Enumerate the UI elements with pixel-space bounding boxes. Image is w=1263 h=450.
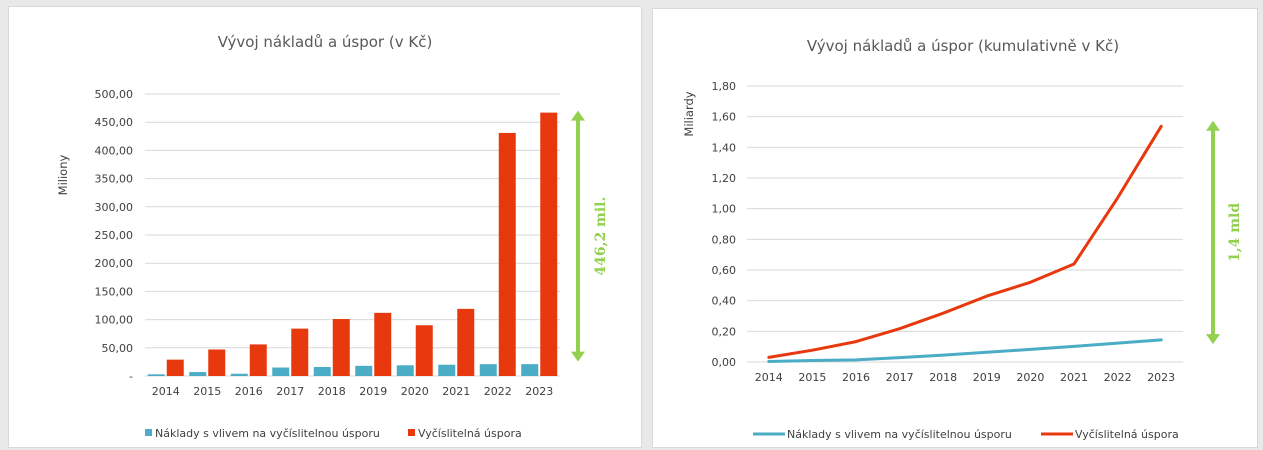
series-line-savings [767,124,1163,359]
bar-costs [355,365,373,376]
legend-label-costs: Náklady s vlivem na vyčíslitelnou úsporu [787,428,1012,441]
bar-costs [396,365,414,376]
x-tick-label: 2016 [235,385,263,398]
arrow-head-up [571,110,585,121]
y-tick-label: 1,20 [712,172,737,185]
range-arrow [1206,120,1220,345]
arrow-head-down [571,351,585,362]
bar-costs [272,367,290,376]
y-tick-label: 500,00 [95,88,134,101]
chart-title: Vývoj nákladů a úspor (v Kč) [218,33,433,51]
bar-savings [208,349,226,376]
x-tick-label: 2020 [1016,371,1044,384]
y-tick-label: 100,00 [95,314,134,327]
legend-label-savings: Vyčíslitelná úspora [418,427,522,440]
x-tick-label: 2016 [842,371,870,384]
bar-chart-panel: Vývoj nákladů a úspor (v Kč) Miliony - 50,0… [8,6,642,448]
x-tick-label: 2020 [401,385,429,398]
x-tick-label: 2018 [929,371,957,384]
x-tick-label: 2014 [152,385,180,398]
y-tick-label: 350,00 [95,173,134,186]
bar-costs [313,366,331,376]
x-tick-label: 2022 [484,385,512,398]
bar-chart: Vývoj nákladů a úspor (v Kč) Miliony - 50,0… [56,33,609,440]
x-tick-label: 2015 [798,371,826,384]
y-tick-label: 300,00 [95,201,134,214]
range-arrow [571,110,585,362]
series-line-costs [767,338,1163,363]
y-tick-label: 0,60 [712,264,737,277]
arrow-head-down [1206,334,1220,345]
legend-label-costs: Náklady s vlivem na vyčíslitelnou úsporu [155,427,380,440]
arrow-head-up [1206,120,1220,131]
y-tick-label: 250,00 [95,229,134,242]
bar-costs [189,372,207,376]
legend-label-savings: Vyčíslitelná úspora [1075,428,1179,441]
x-tick-label: 2017 [276,385,304,398]
bar-savings [415,325,433,376]
y-tick-label: 150,00 [95,285,134,298]
y-tick-label: 0,00 [712,356,737,369]
bar-costs [438,364,456,376]
y-tick-label: 1,40 [712,141,737,154]
line-chart: Vývoj nákladů a úspor (kumulativně v Kč)… [682,37,1243,441]
y-tick-label: 50,00 [102,342,134,355]
bar-savings [291,328,309,376]
chart-title: Vývoj nákladů a úspor (kumulativně v Kč) [807,37,1119,55]
y-tick-label: 0,80 [712,233,737,246]
y-axis-label: Miliardy [682,91,696,136]
bar-savings [374,312,392,376]
y-tick-label: 200,00 [95,257,134,270]
range-annotation: 1,4 mld [1227,203,1243,262]
x-tick-label: 2021 [1060,371,1088,384]
bar-savings [166,359,184,376]
y-tick-label: 0,40 [712,295,737,308]
x-tick-label: 2015 [193,385,221,398]
y-tick-label: 450,00 [95,116,134,129]
bar-costs [479,364,497,376]
y-tick-label: 1,60 [712,111,737,124]
x-tick-label: 2023 [1147,371,1175,384]
bar-savings [332,319,350,376]
y-tick-label: 0,20 [712,325,737,338]
y-tick-label: 1,00 [712,203,737,216]
line-chart-panel: Vývoj nákladů a úspor (kumulativně v Kč)… [652,8,1258,448]
bar-costs [521,364,539,376]
x-tick-label: 2023 [525,385,553,398]
x-tick-label: 2017 [886,371,914,384]
y-axis-label: Miliony [56,154,70,195]
x-tick-label: 2021 [442,385,470,398]
legend-swatch-costs [145,429,152,436]
bar-savings [540,112,558,376]
bar-savings [457,308,475,376]
x-tick-label: 2014 [755,371,783,384]
bar-costs [230,373,248,376]
range-annotation: 446,2 mil. [593,197,609,276]
x-tick-label: 2019 [973,371,1001,384]
x-tick-label: 2019 [359,385,387,398]
legend-swatch-savings [408,429,415,436]
bar-savings [249,344,267,376]
x-tick-label: 2022 [1104,371,1132,384]
x-tick-label: 2018 [318,385,346,398]
bar-costs [147,374,165,376]
y-tick-label: 1,80 [712,80,737,93]
bar-savings [498,132,516,376]
y-tick-label: - [129,370,133,383]
y-tick-label: 400,00 [95,144,134,157]
